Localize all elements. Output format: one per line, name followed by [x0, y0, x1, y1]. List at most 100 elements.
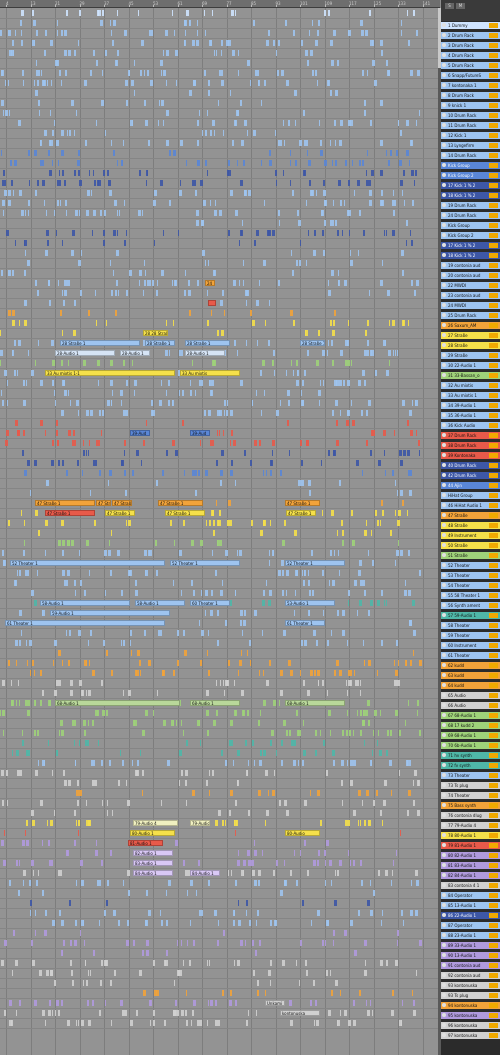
midi-clip-sliver[interactable] — [12, 310, 15, 316]
track-header[interactable]: Kick Group — [441, 222, 500, 229]
midi-clip-sliver[interactable] — [226, 410, 228, 416]
midi-clip-sliver[interactable] — [50, 140, 53, 146]
midi-clip-sliver[interactable] — [221, 50, 222, 56]
midi-clip-sliver[interactable] — [389, 320, 390, 326]
track-lane[interactable] — [0, 818, 440, 829]
midi-clip-sliver[interactable] — [392, 990, 394, 996]
midi-clip-sliver[interactable] — [390, 150, 392, 156]
midi-clip-sliver[interactable] — [36, 60, 37, 66]
midi-clip-sliver[interactable] — [348, 1020, 351, 1026]
midi-clip-sliver[interactable] — [347, 820, 350, 826]
track-number-badge[interactable] — [489, 763, 498, 768]
midi-clip-sliver[interactable] — [27, 260, 30, 266]
midi-clip-sliver[interactable] — [411, 470, 412, 476]
midi-clip-sliver[interactable] — [202, 250, 205, 256]
midi-clip-sliver[interactable] — [185, 780, 187, 786]
track-lane[interactable] — [0, 228, 440, 239]
midi-clip-sliver[interactable] — [132, 760, 133, 766]
midi-clip-sliver[interactable] — [218, 920, 219, 926]
midi-clip-sliver[interactable] — [99, 410, 101, 416]
midi-clip-sliver[interactable] — [251, 520, 253, 526]
midi-clip-sliver[interactable] — [323, 190, 326, 196]
midi-clip-sliver[interactable] — [74, 810, 76, 816]
midi-clip-sliver[interactable] — [362, 70, 364, 76]
midi-clip-sliver[interactable] — [112, 810, 113, 816]
midi-clip-sliver[interactable] — [198, 470, 200, 476]
track-header[interactable]: 74 Theater — [441, 792, 500, 799]
track-activator-icon[interactable] — [442, 823, 446, 827]
midi-clip-sliver[interactable] — [208, 880, 210, 886]
midi-clip-sliver[interactable] — [348, 210, 351, 216]
midi-clip-sliver[interactable] — [112, 40, 114, 46]
midi-clip-sliver[interactable] — [211, 440, 214, 446]
midi-clip-sliver[interactable] — [9, 880, 11, 886]
midi-clip-sliver[interactable] — [254, 760, 255, 766]
track-lane[interactable] — [0, 148, 440, 159]
midi-clip-sliver[interactable] — [58, 870, 59, 876]
midi-clip-sliver[interactable] — [238, 900, 239, 906]
midi-clip-sliver[interactable] — [80, 580, 82, 586]
track-number-badge[interactable] — [489, 93, 498, 98]
midi-clip-sliver[interactable] — [351, 400, 352, 406]
midi-clip-sliver[interactable] — [31, 810, 34, 816]
midi-clip-sliver[interactable] — [145, 710, 148, 716]
midi-clip-sliver[interactable] — [1, 270, 3, 276]
midi-clip-sliver[interactable] — [261, 410, 262, 416]
midi-clip-sliver[interactable] — [399, 160, 402, 166]
midi-clip-sliver[interactable] — [149, 550, 152, 556]
midi-clip-sliver[interactable] — [153, 1020, 155, 1026]
midi-clip-sliver[interactable] — [372, 40, 374, 46]
midi-clip-sliver[interactable] — [328, 280, 329, 286]
midi-clip-sliver[interactable] — [64, 280, 67, 286]
midi-clip-sliver[interactable] — [305, 330, 308, 336]
midi-clip-sliver[interactable] — [416, 880, 419, 886]
track-lane[interactable] — [0, 788, 440, 799]
midi-clip-sliver[interactable] — [332, 410, 334, 416]
midi-clip-sliver[interactable] — [99, 470, 101, 476]
track-activator-icon[interactable] — [442, 193, 446, 197]
midi-clip-sliver[interactable] — [334, 120, 336, 126]
midi-clip-sliver[interactable] — [28, 210, 29, 216]
track-number-badge[interactable] — [489, 903, 498, 908]
midi-clip-sliver[interactable] — [342, 630, 345, 636]
midi-clip-sliver[interactable] — [44, 130, 47, 136]
track-number-badge[interactable] — [489, 483, 498, 488]
midi-clip-sliver[interactable] — [67, 540, 70, 546]
track-number-badge[interactable] — [489, 713, 498, 718]
midi-clip-sliver[interactable] — [196, 890, 197, 896]
track-header[interactable]: 24 MWDI — [441, 302, 500, 309]
midi-clip-sliver[interactable] — [344, 930, 347, 936]
midi-clip-sliver[interactable] — [400, 460, 403, 466]
midi-clip-sliver[interactable] — [143, 290, 144, 296]
midi-clip-sliver[interactable] — [19, 1000, 21, 1006]
midi-clip-sliver[interactable] — [105, 1000, 106, 1006]
midi-clip-sliver[interactable] — [17, 770, 19, 776]
midi-clip-sliver[interactable] — [385, 470, 386, 476]
midi-clip-sliver[interactable] — [258, 80, 260, 86]
midi-clip-sliver[interactable] — [149, 30, 150, 36]
midi-clip-sliver[interactable] — [372, 560, 374, 566]
midi-clip-sliver[interactable] — [60, 310, 62, 316]
midi-clip-sliver[interactable] — [189, 90, 192, 96]
midi-clip-sliver[interactable] — [393, 210, 395, 216]
midi-clip-sliver[interactable] — [70, 680, 73, 686]
midi-clip-sliver[interactable] — [136, 1010, 138, 1016]
track-activator-icon[interactable] — [442, 973, 446, 977]
midi-clip-sliver[interactable] — [365, 960, 366, 966]
midi-clip-sliver[interactable] — [348, 600, 349, 606]
track-number-badge[interactable] — [489, 663, 498, 668]
track-activator-icon[interactable] — [442, 453, 446, 457]
midi-clip-sliver[interactable] — [124, 450, 125, 456]
track-lane[interactable] — [0, 418, 440, 429]
midi-clip-sliver[interactable] — [219, 70, 221, 76]
midi-clip-sliver[interactable] — [25, 570, 28, 576]
midi-clip-sliver[interactable] — [78, 150, 80, 156]
midi-clip-sliver[interactable] — [106, 900, 108, 906]
midi-clip-sliver[interactable] — [148, 910, 151, 916]
midi-clip-sliver[interactable] — [113, 270, 114, 276]
midi-clip-sliver[interactable] — [264, 390, 265, 396]
midi-clip-sliver[interactable] — [367, 700, 370, 706]
midi-clip-sliver[interactable] — [282, 960, 285, 966]
midi-clip-sliver[interactable] — [261, 750, 262, 756]
midi-clip-sliver[interactable] — [351, 360, 352, 366]
